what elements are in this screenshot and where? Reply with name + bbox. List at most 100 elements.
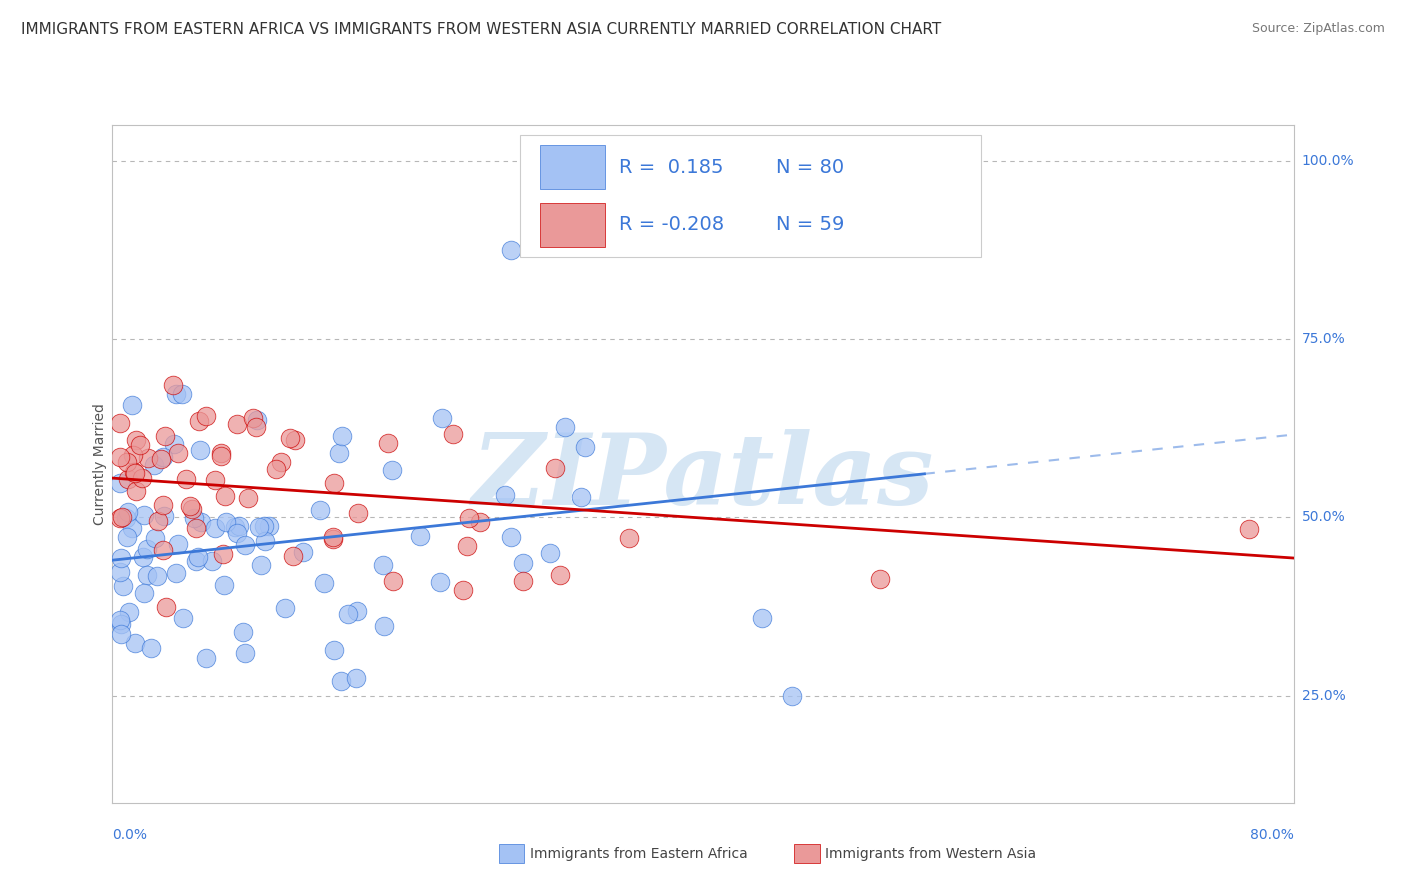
Point: [336, 607, 359, 622]
Point: [619, 531, 641, 545]
Point: [118, 605, 141, 619]
FancyBboxPatch shape: [540, 202, 605, 247]
Point: [247, 519, 270, 533]
Point: [108, 416, 131, 430]
Text: R =  0.185: R = 0.185: [619, 158, 724, 177]
Point: [136, 450, 159, 465]
Point: [125, 433, 148, 447]
Point: [209, 446, 232, 460]
Point: [179, 499, 201, 513]
Point: [224, 520, 246, 534]
Point: [132, 508, 155, 522]
Text: N = 59: N = 59: [776, 215, 845, 235]
Point: [174, 471, 197, 485]
Point: [201, 554, 224, 568]
Point: [382, 574, 405, 589]
Point: [250, 558, 273, 572]
Point: [121, 520, 143, 534]
Point: [146, 514, 169, 528]
Point: [211, 547, 233, 561]
Point: [212, 578, 235, 592]
Point: [441, 427, 464, 442]
Point: [266, 462, 288, 476]
Point: [270, 455, 292, 469]
Point: [512, 556, 534, 570]
Point: [110, 627, 132, 641]
Point: [456, 539, 478, 553]
Y-axis label: Currently Married: Currently Married: [93, 403, 107, 524]
Point: [346, 604, 368, 618]
Point: [494, 488, 516, 502]
Text: IMMIGRANTS FROM EASTERN AFRICA VS IMMIGRANTS FROM WESTERN ASIA CURRENTLY MARRIED: IMMIGRANTS FROM EASTERN AFRICA VS IMMIGR…: [21, 22, 942, 37]
Text: Source: ZipAtlas.com: Source: ZipAtlas.com: [1251, 22, 1385, 36]
Point: [292, 545, 315, 559]
Point: [540, 546, 562, 560]
Point: [330, 429, 353, 443]
Point: [308, 503, 330, 517]
Point: [501, 243, 523, 257]
Point: [121, 448, 143, 462]
Point: [183, 510, 205, 524]
Point: [381, 463, 404, 477]
Text: ZIPatlas: ZIPatlas: [472, 429, 934, 525]
Point: [117, 472, 139, 486]
Point: [145, 531, 167, 545]
Point: [501, 530, 523, 544]
Point: [429, 575, 451, 590]
Point: [170, 387, 193, 401]
Point: [458, 510, 481, 524]
Point: [470, 515, 492, 529]
Point: [180, 502, 202, 516]
Point: [165, 566, 187, 580]
Point: [108, 476, 131, 491]
Point: [111, 510, 134, 524]
Point: [131, 471, 153, 485]
Point: [278, 431, 301, 445]
Point: [344, 671, 367, 685]
Point: [186, 554, 208, 568]
Point: [122, 466, 145, 480]
Point: [110, 616, 132, 631]
Point: [124, 636, 146, 650]
Point: [152, 450, 174, 464]
Point: [124, 483, 146, 498]
Point: [188, 442, 211, 457]
Point: [373, 619, 395, 633]
Point: [187, 550, 209, 565]
Point: [112, 579, 135, 593]
Point: [204, 521, 226, 535]
Point: [284, 433, 307, 447]
Text: N = 80: N = 80: [776, 158, 845, 177]
Point: [246, 413, 269, 427]
Point: [188, 414, 211, 428]
Point: [108, 511, 131, 525]
Point: [548, 568, 571, 582]
Point: [574, 440, 596, 454]
Point: [322, 530, 344, 544]
Point: [209, 449, 232, 463]
Point: [371, 558, 394, 572]
Point: [232, 624, 254, 639]
Text: 50.0%: 50.0%: [1302, 510, 1346, 524]
Point: [165, 387, 187, 401]
Text: 80.0%: 80.0%: [1250, 828, 1294, 842]
Point: [136, 542, 159, 557]
Point: [322, 532, 344, 546]
Point: [432, 411, 454, 425]
Point: [281, 549, 304, 563]
Point: [253, 533, 276, 548]
Point: [569, 490, 592, 504]
Point: [323, 475, 346, 490]
Point: [451, 582, 474, 597]
Text: 25.0%: 25.0%: [1302, 689, 1346, 703]
Point: [129, 438, 152, 452]
Point: [273, 601, 295, 615]
Point: [172, 611, 194, 625]
Point: [115, 511, 138, 525]
Point: [322, 642, 344, 657]
Point: [134, 586, 156, 600]
FancyBboxPatch shape: [520, 135, 980, 257]
Point: [115, 455, 138, 469]
Point: [155, 429, 177, 443]
Text: R = -0.208: R = -0.208: [619, 215, 724, 235]
